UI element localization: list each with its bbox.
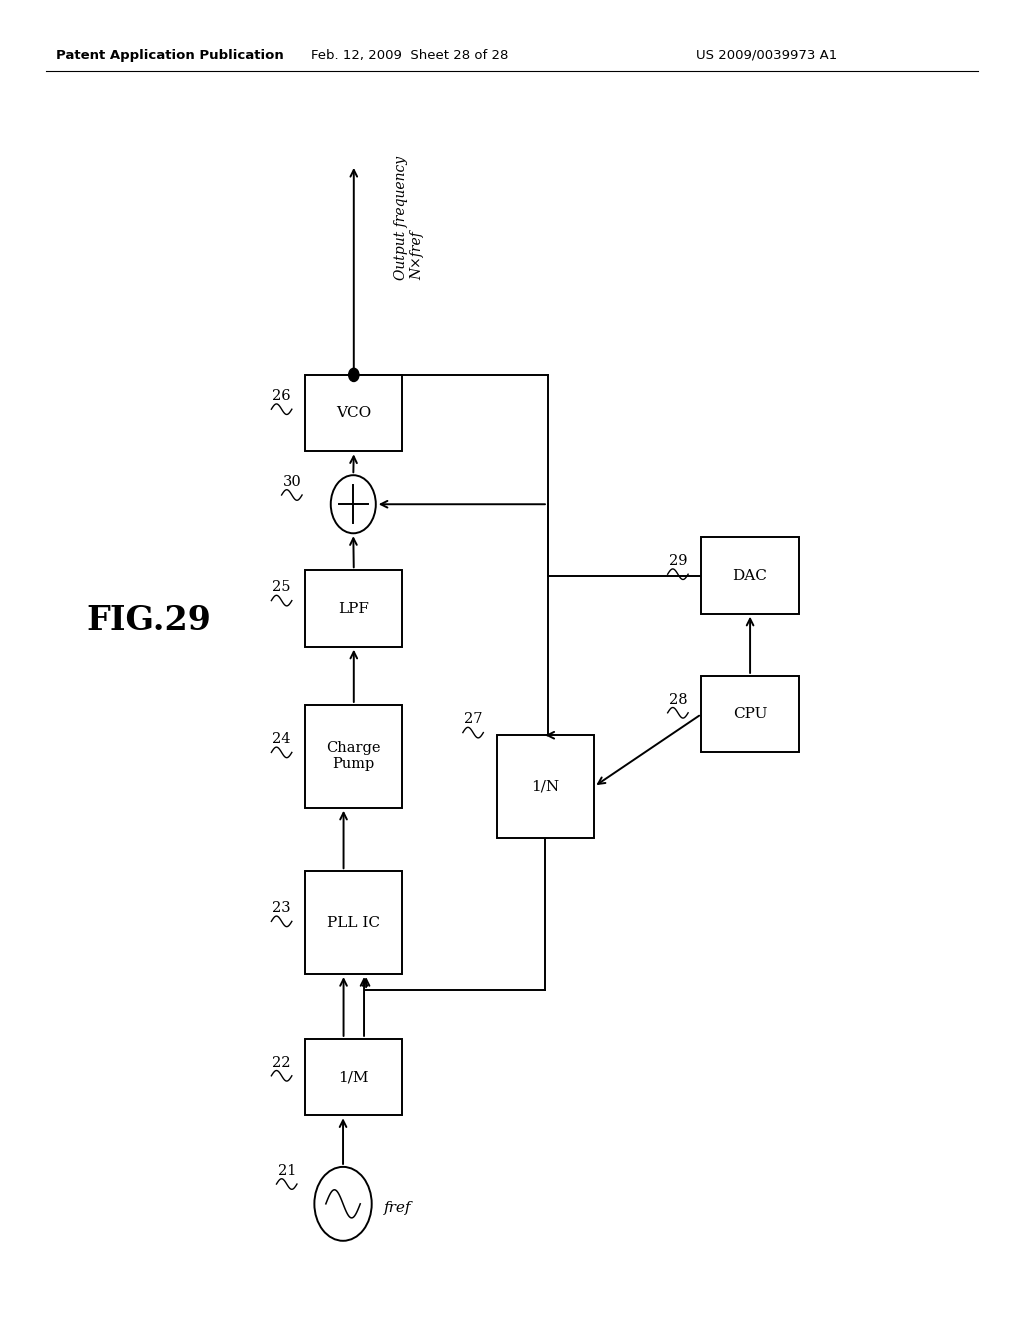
Bar [701, 676, 799, 752]
Text: 26: 26 [272, 389, 291, 403]
Text: fref: fref [384, 1201, 412, 1214]
Circle shape [314, 1167, 372, 1241]
Bar [305, 1039, 402, 1115]
Text: 27: 27 [464, 713, 482, 726]
Text: 1/N: 1/N [531, 780, 559, 793]
Text: CPU: CPU [733, 708, 767, 721]
Bar [305, 375, 402, 451]
Text: VCO: VCO [336, 407, 372, 420]
Text: 28: 28 [669, 693, 687, 706]
Text: 23: 23 [272, 902, 291, 915]
Text: Patent Application Publication: Patent Application Publication [56, 49, 284, 62]
Circle shape [348, 368, 359, 381]
Text: 21: 21 [278, 1164, 296, 1177]
Text: 30: 30 [283, 475, 301, 488]
Text: 24: 24 [272, 733, 291, 746]
Text: 22: 22 [272, 1056, 291, 1069]
Bar [305, 871, 402, 974]
Text: Output frequency
N×fref: Output frequency N×fref [394, 156, 424, 280]
Text: Feb. 12, 2009  Sheet 28 of 28: Feb. 12, 2009 Sheet 28 of 28 [311, 49, 508, 62]
Text: LPF: LPF [338, 602, 370, 615]
Text: FIG.29: FIG.29 [86, 605, 211, 636]
Text: 29: 29 [669, 554, 687, 568]
Bar [305, 705, 402, 808]
Text: 25: 25 [272, 581, 291, 594]
Bar [701, 537, 799, 614]
Text: Charge
Pump: Charge Pump [327, 742, 381, 771]
Bar [497, 735, 594, 838]
Text: US 2009/0039973 A1: US 2009/0039973 A1 [696, 49, 838, 62]
Text: DAC: DAC [732, 569, 768, 582]
Text: 1/M: 1/M [339, 1071, 369, 1084]
Bar [305, 570, 402, 647]
Circle shape [331, 475, 376, 533]
Text: PLL IC: PLL IC [328, 916, 380, 929]
